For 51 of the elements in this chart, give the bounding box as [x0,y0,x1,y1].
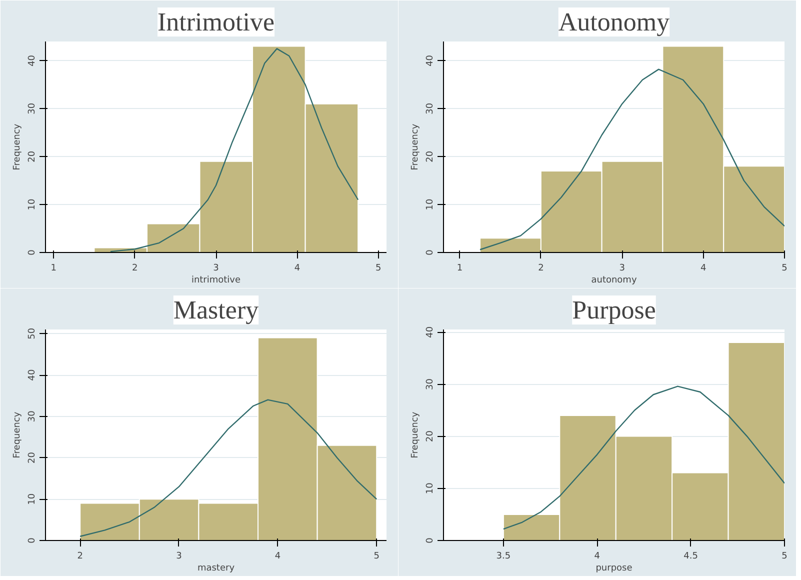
x-tick-label: 4 [274,552,281,562]
y-axis-title: Frequency [12,123,22,170]
y-tick-label: 10 [28,198,38,210]
y-tick-label: 30 [28,102,38,114]
y-tick-label: 40 [28,369,38,381]
y-tick-label: 10 [28,493,38,505]
y-axis-title: Frequency [410,411,420,458]
y-tick-label: 40 [28,54,38,66]
y-tick-label: 0 [426,249,436,256]
y-tick-label: 30 [28,410,38,422]
y-tick-label: 20 [426,150,436,162]
y-tick-label: 50 [28,328,38,340]
chart-title: Mastery [173,296,259,324]
x-tick-label: 1 [456,264,463,274]
x-axis-title: autonomy [591,276,638,286]
y-tick-label: 10 [426,482,436,494]
y-tick-label: 0 [28,249,38,256]
x-tick-label: 5 [374,552,380,562]
x-axis-title: intrimotive [191,276,242,286]
x-tick-label: 2 [77,552,83,562]
y-tick-label: 40 [426,326,436,338]
chart-title: Intrimotive [158,8,274,36]
x-tick-label: 4 [294,264,300,274]
y-tick-label: 0 [28,537,38,544]
x-tick-label: 3 [213,264,219,274]
x-axis-title: mastery [197,564,236,574]
y-tick-label: 0 [426,537,436,544]
y-tick-label: 40 [426,54,436,66]
y-tick-label: 20 [426,430,436,442]
y-tick-label: 30 [426,102,436,114]
y-axis-title: Frequency [410,123,420,170]
x-tick-label: 1 [50,264,56,274]
x-tick-label: 5 [782,264,788,274]
y-tick-label: 20 [28,150,38,162]
x-tick-label: 4.5 [684,552,698,562]
x-tick-label: 4 [700,264,706,274]
x-tick-label: 3 [176,552,182,562]
x-tick-label: 2 [538,264,544,274]
x-tick-label: 5 [782,552,788,562]
x-axis-title: purpose [596,564,633,574]
chart-title: Autonomy [558,8,670,36]
x-tick-label: 3.5 [496,552,511,562]
y-tick-label: 20 [28,452,38,464]
x-tick-label: 5 [376,264,382,274]
y-axis-title: Frequency [12,411,22,458]
y-tick-label: 10 [426,198,436,210]
x-tick-label: 3 [619,264,625,274]
y-tick-label: 30 [426,378,436,390]
x-tick-label: 4 [594,552,600,562]
x-tick-label: 2 [132,264,138,274]
chart-title: Purpose [572,296,656,324]
